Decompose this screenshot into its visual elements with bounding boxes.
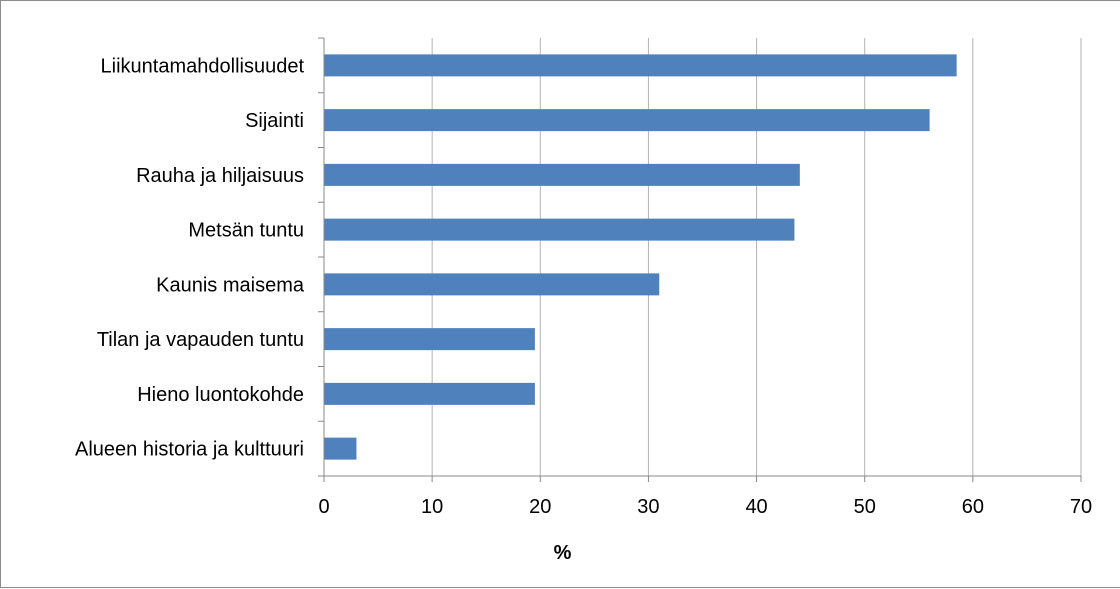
category-label-7: Hieno luontokohde xyxy=(137,384,304,406)
category-label-3: Rauha ja hiljaisuus xyxy=(136,165,304,187)
category-label-5: Kaunis maisema xyxy=(156,274,305,296)
axes xyxy=(318,37,1082,482)
x-tick-label-20: 20 xyxy=(529,496,551,518)
category-label-2: Sijainti xyxy=(245,110,304,132)
category-labels: Liikuntamahdollisuudet Sijainti Rauha ja h… xyxy=(75,55,305,460)
x-axis-title: % xyxy=(554,542,572,564)
x-tick-label-60: 60 xyxy=(962,496,984,518)
x-tick-label-30: 30 xyxy=(637,496,659,518)
gridlines xyxy=(431,38,1082,476)
category-label-8: Alueen historia ja kulttuuri xyxy=(75,439,304,461)
bar-6 xyxy=(324,328,535,351)
category-label-6: Tilan ja vapauden tuntu xyxy=(97,329,304,351)
x-tick-label-40: 40 xyxy=(745,496,767,518)
x-tick-label-0: 0 xyxy=(318,496,329,518)
category-label-1: Liikuntamahdollisuudet xyxy=(101,55,305,77)
bar-4 xyxy=(324,218,795,241)
bar-2 xyxy=(324,109,930,132)
bar-1 xyxy=(324,54,957,77)
bars xyxy=(324,54,957,460)
x-tick-label-50: 50 xyxy=(854,496,876,518)
bar-3 xyxy=(324,163,800,186)
x-tick-label-70: 70 xyxy=(1070,496,1092,518)
bar-8 xyxy=(324,437,357,460)
tick-labels: 0 10 20 30 40 50 60 70 xyxy=(318,496,1092,518)
category-label-4: Metsän tuntu xyxy=(188,220,304,242)
bar-7 xyxy=(324,382,535,405)
bar-5 xyxy=(324,273,660,296)
x-tick-label-10: 10 xyxy=(421,496,443,518)
